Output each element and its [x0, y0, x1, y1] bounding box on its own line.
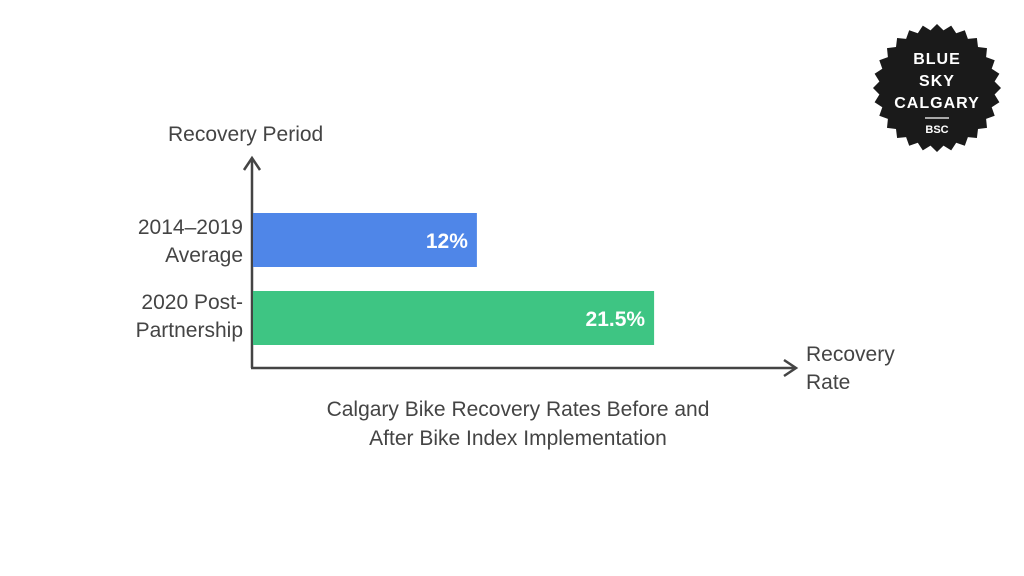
bar-2-label-line1: 2020 Post-: [141, 291, 243, 314]
chart-title-line2: After Bike Index Implementation: [369, 427, 667, 450]
badge-line-4: BSC: [925, 124, 948, 136]
bar-2-label-line2: Partnership: [136, 319, 243, 342]
badge-line-1: BLUE: [913, 51, 961, 68]
chart-title-line1: Calgary Bike Recovery Rates Before and: [327, 398, 710, 421]
badge-seal-shape: [873, 24, 1001, 152]
badge-line-2: SKY: [919, 73, 955, 90]
logo-badge: BLUE SKY CALGARY BSC: [873, 24, 1001, 152]
badge-line-3: CALGARY: [894, 95, 980, 112]
x-axis-arrowhead: [783, 358, 799, 378]
bar-1-value-label: 12%: [426, 230, 468, 253]
bar-1-label-line2: Average: [165, 244, 243, 267]
bar-2-value-label: 21.5%: [586, 308, 646, 331]
x-axis-label-line2: Rate: [806, 371, 850, 394]
bar-2020-post-partnership: [253, 291, 655, 345]
x-axis-label-line1: Recovery: [806, 343, 895, 366]
bar-2014-2019-average: [253, 213, 477, 267]
bar-1-label-line1: 2014–2019: [138, 216, 243, 239]
y-axis-arrowhead: [242, 155, 262, 171]
axes: [242, 155, 799, 378]
y-axis-label: Recovery Period: [168, 123, 323, 146]
